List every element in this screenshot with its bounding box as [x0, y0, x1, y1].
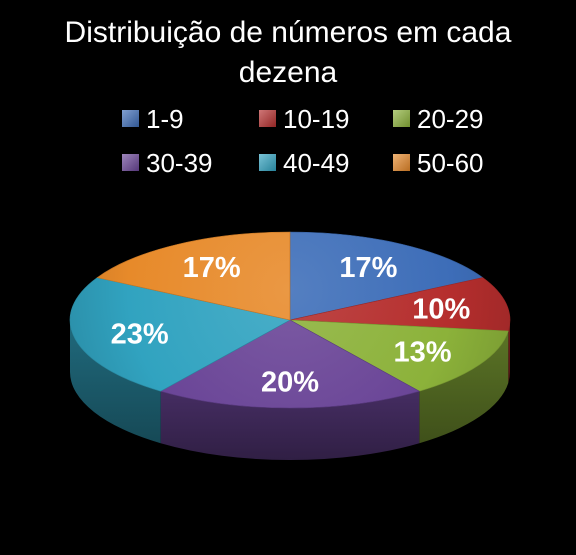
data-label-30-39: 20% — [261, 367, 319, 399]
slice-side-20-29 — [419, 331, 509, 444]
chart-title-line-1: Distribuição de números em cada — [65, 16, 512, 49]
legend-swatch-20-29 — [393, 110, 410, 127]
slice-side-40-49 — [70, 320, 161, 444]
slice-side-30-39 — [160, 391, 420, 460]
slice-50-60 — [96, 231, 291, 321]
legend-label-40-49: 40-49 — [283, 148, 350, 178]
chart-title-line-2: dezena — [239, 56, 338, 89]
legend-label-50-60: 50-60 — [417, 148, 484, 178]
data-label-1-9: 17% — [339, 252, 397, 284]
data-label-20-29: 13% — [394, 336, 452, 368]
legend-swatch-40-49 — [259, 154, 276, 171]
data-label-50-60: 17% — [183, 252, 241, 284]
data-label-10-19: 10% — [412, 293, 470, 325]
legend-label-1-9: 1-9 — [146, 104, 184, 134]
pie: 17% 10% 13% 20% 23% 17% — [69, 231, 511, 460]
slice-10-19 — [289, 277, 511, 332]
slice-side-10-19 — [508, 320, 510, 384]
slice-1-9 — [289, 231, 484, 321]
legend-label-30-39: 30-39 — [146, 148, 213, 178]
legend-label-20-29: 20-29 — [417, 104, 484, 134]
data-label-40-49: 23% — [111, 318, 169, 350]
legend-swatch-1-9 — [122, 110, 139, 127]
legend-label-10-19: 10-19 — [283, 104, 350, 134]
legend-swatch-50-60 — [393, 154, 410, 171]
legend-swatch-10-19 — [259, 110, 276, 127]
slice-40-49 — [69, 277, 291, 392]
legend-swatch-30-39 — [122, 154, 139, 171]
legend: 1-9 10-19 20-29 30-39 40-49 50-60 — [122, 104, 484, 178]
slice-20-29 — [289, 319, 509, 392]
slice-30-39 — [159, 319, 421, 409]
